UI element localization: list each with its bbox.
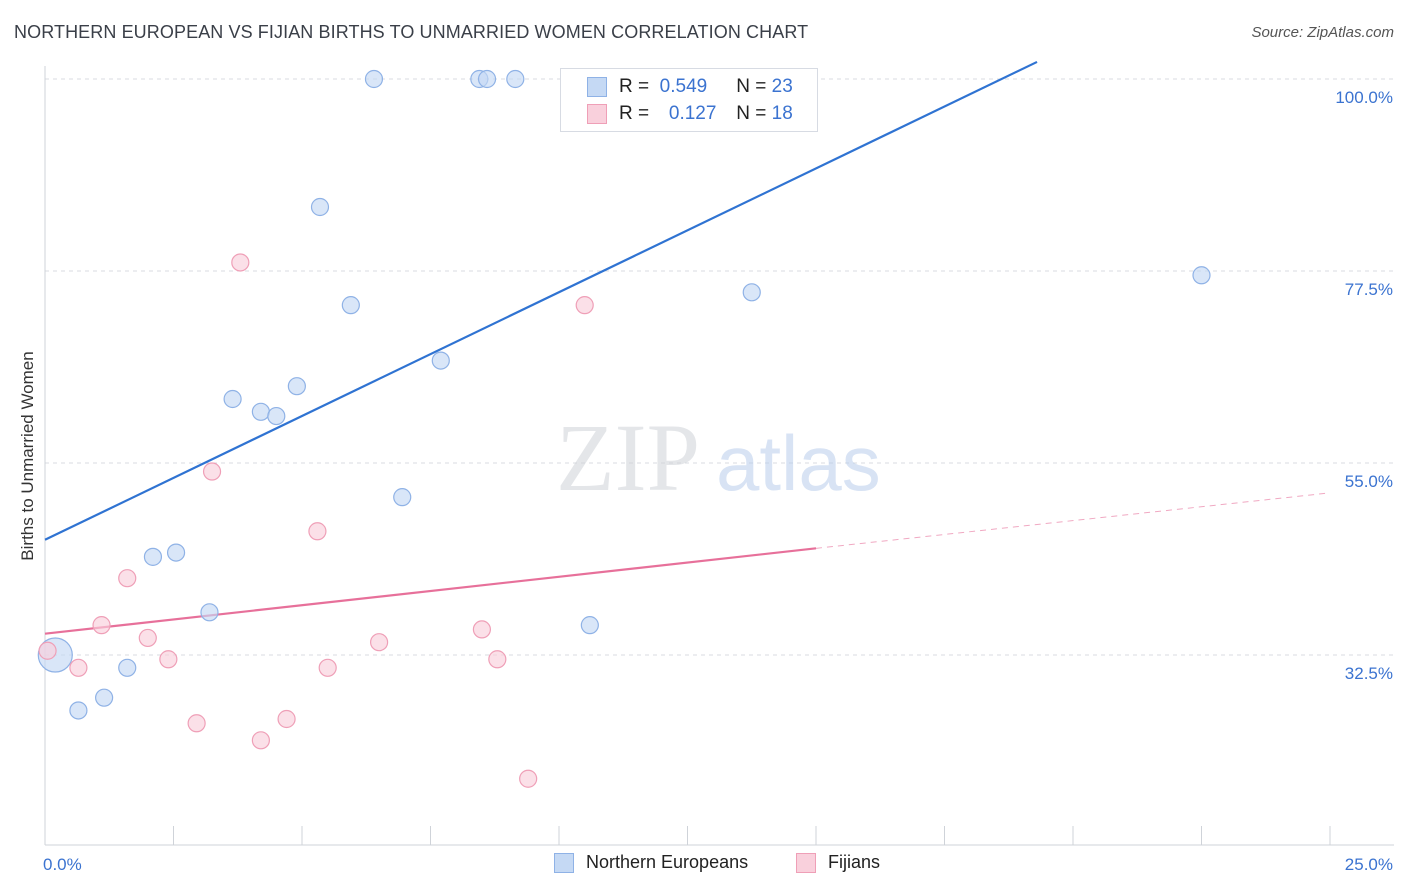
- legend-swatch-blue: [554, 852, 574, 873]
- axis-layer: [44, 66, 1394, 846]
- point-fijian: [519, 769, 538, 788]
- point-northern: [69, 701, 88, 720]
- point-fijian: [38, 641, 57, 660]
- point-fijian: [318, 658, 337, 677]
- point-fijian: [118, 569, 137, 588]
- point-fijian: [138, 628, 157, 648]
- chart-title: NORTHERN EUROPEAN VS FIJIAN BIRTHS TO UN…: [14, 22, 809, 42]
- legend-n-label: N =: [736, 103, 767, 124]
- point-northern: [393, 488, 412, 507]
- point-northern: [310, 197, 330, 217]
- point-northern: [506, 69, 525, 89]
- series-legend-northern[interactable]: Northern Europeans: [554, 852, 748, 873]
- point-fijian: [251, 731, 270, 750]
- point-northern: [364, 69, 384, 89]
- point-northern: [95, 688, 114, 707]
- point-fijian: [308, 522, 327, 541]
- tick-label-layer: 100.0% 77.5% 55.0% 32.5% 0.0% 25.0%: [43, 88, 1393, 874]
- legend-row-northern: R = 0.549 N = 23: [587, 75, 793, 99]
- legend-r-label: R =: [619, 103, 650, 124]
- point-northern: [580, 616, 599, 635]
- point-northern: [431, 351, 450, 370]
- point-northern: [223, 389, 242, 409]
- point-fijian: [187, 714, 206, 733]
- point-fijian: [69, 658, 88, 677]
- trend-layer: [44, 60, 1331, 635]
- point-northern: [287, 377, 306, 396]
- watermark-zip: ZIP: [556, 404, 700, 511]
- source-label: Source: ZipAtlas.com: [1251, 24, 1394, 41]
- point-fijian: [92, 616, 111, 635]
- y-tick-label: 77.5%: [1345, 280, 1393, 299]
- series-legend-label: Fijians: [828, 852, 881, 872]
- point-fijian: [488, 650, 507, 669]
- point-northern: [200, 603, 219, 622]
- trend-line-fijian: [44, 547, 817, 635]
- x-tick-label: 0.0%: [43, 855, 82, 874]
- trend-line-fijian-extension: [815, 492, 1331, 549]
- series-legend: Northern Europeans Fijians: [0, 852, 1406, 876]
- point-fijian: [231, 253, 250, 272]
- legend-n-label: N =: [736, 76, 767, 97]
- trend-line-northern: [44, 60, 1038, 541]
- point-northern: [267, 406, 286, 426]
- point-fijian: [277, 709, 296, 729]
- point-northern: [143, 547, 163, 566]
- point-fijian: [472, 620, 491, 639]
- series-legend-fijian[interactable]: Fijians: [796, 852, 880, 873]
- point-northern: [118, 658, 137, 677]
- watermark-atlas: atlas: [716, 419, 881, 507]
- point-fijian: [202, 462, 222, 481]
- y-tick-label: 55.0%: [1345, 472, 1393, 491]
- legend-swatch-pink: [796, 852, 816, 873]
- legend-swatch-pink: [587, 104, 607, 124]
- y-tick-label: 32.5%: [1345, 664, 1393, 683]
- legend-n-value: 23: [771, 76, 793, 97]
- point-northern: [251, 402, 270, 421]
- x-tick-label: 25.0%: [1345, 855, 1393, 874]
- legend-r-label: R =: [619, 76, 650, 97]
- grid-layer: [45, 78, 1394, 656]
- point-northern: [166, 543, 186, 562]
- point-fijian: [575, 296, 594, 315]
- point-northern: [742, 283, 761, 302]
- correlation-legend: R = 0.549 N = 23 R = 0.127 N = 18: [560, 68, 818, 132]
- point-northern: [1192, 266, 1211, 285]
- legend-row-fijian: R = 0.127 N = 18: [587, 102, 793, 126]
- y-tick-label: 100.0%: [1335, 88, 1393, 107]
- point-fijian: [159, 650, 178, 669]
- legend-swatch-blue: [587, 77, 607, 97]
- legend-n-value: 18: [771, 103, 793, 124]
- point-northern: [341, 296, 360, 315]
- point-fijian: [370, 633, 389, 652]
- points-layer: [37, 69, 1211, 788]
- legend-r-value: 0.549: [659, 76, 708, 97]
- series-legend-label: Northern Europeans: [586, 852, 749, 872]
- legend-r-value: 0.127: [668, 103, 717, 124]
- point-northern: [477, 69, 497, 89]
